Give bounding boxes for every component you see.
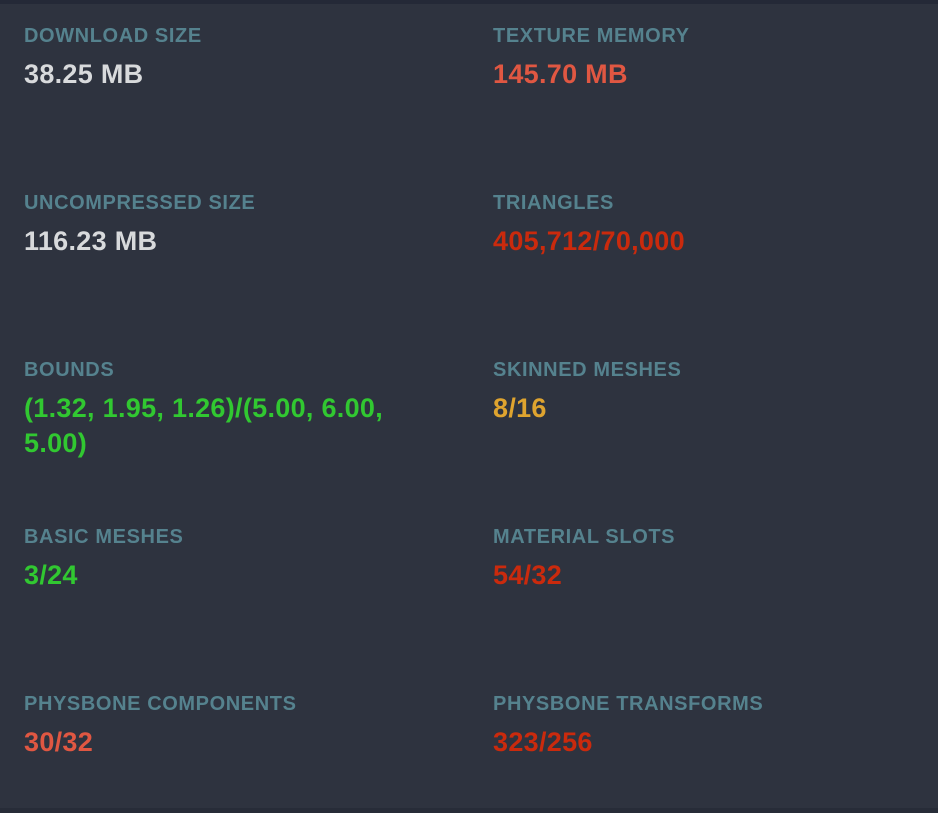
stat-skinned-meshes: SKINNED MESHES 8/16	[469, 338, 938, 505]
stat-label: MATERIAL SLOTS	[493, 526, 676, 548]
stat-value: 145.70 MB	[493, 59, 628, 89]
stat-bounds: BOUNDS (1.32, 1.95, 1.26)/(5.00, 6.00, 5…	[0, 338, 469, 505]
stat-label: PHYSBONE COMPONENTS	[24, 693, 297, 715]
stat-label: BASIC MESHES	[24, 526, 184, 548]
stat-value: 3/24	[24, 560, 78, 590]
stat-material-slots: MATERIAL SLOTS 54/32	[469, 505, 938, 672]
stat-triangles: TRIANGLES 405,712/70,000	[469, 171, 938, 338]
stat-value: (1.32, 1.95, 1.26)/(5.00, 6.00, 5.00)	[24, 393, 384, 459]
stat-label: BOUNDS	[24, 359, 115, 381]
stat-value: 8/16	[493, 393, 547, 423]
stat-label: SKINNED MESHES	[493, 359, 682, 381]
stat-value: 323/256	[493, 727, 593, 757]
stat-physbone-components: PHYSBONE COMPONENTS 30/32	[0, 672, 469, 808]
stat-physbone-transforms: PHYSBONE TRANSFORMS 323/256	[469, 672, 938, 808]
stat-value: 30/32	[24, 727, 94, 757]
stat-label: TEXTURE MEMORY	[493, 25, 690, 47]
stat-basic-meshes: BASIC MESHES 3/24	[0, 505, 469, 672]
stat-label: UNCOMPRESSED SIZE	[24, 192, 256, 214]
stat-download-size: DOWNLOAD SIZE 38.25 MB	[0, 4, 469, 171]
stat-label: TRIANGLES	[493, 192, 614, 214]
stat-value: 405,712/70,000	[493, 226, 685, 256]
stat-uncompressed-size: UNCOMPRESSED SIZE 116.23 MB	[0, 171, 469, 338]
stat-value: 54/32	[493, 560, 563, 590]
stat-value: 38.25 MB	[24, 59, 144, 89]
stat-label: PHYSBONE TRANSFORMS	[493, 693, 764, 715]
stat-texture-memory: TEXTURE MEMORY 145.70 MB	[469, 4, 938, 171]
stat-label: DOWNLOAD SIZE	[24, 25, 202, 47]
stat-value: 116.23 MB	[24, 226, 158, 256]
